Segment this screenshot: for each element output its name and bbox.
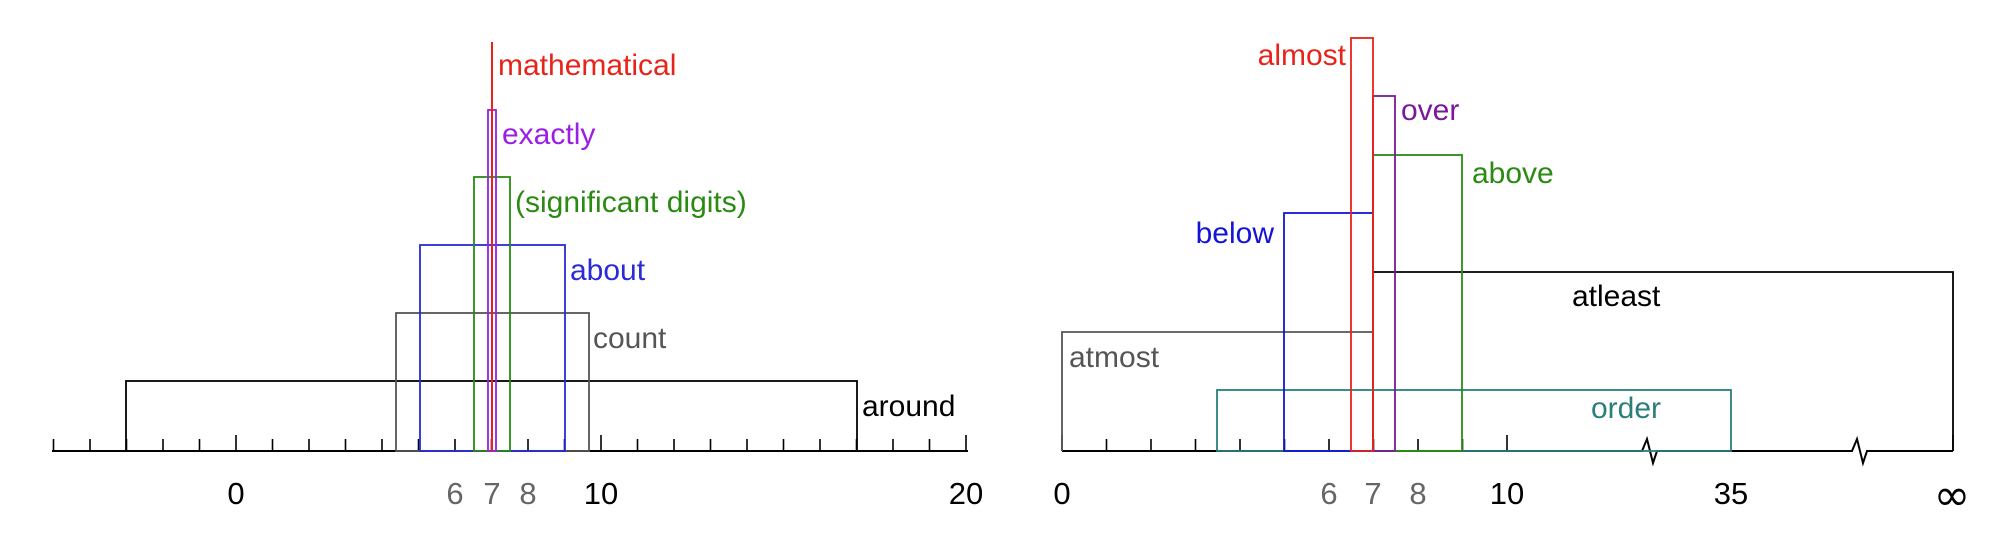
label-above: above [1472,157,1554,190]
right-tick-6: 6 [1320,476,1337,511]
label-over: over [1401,94,1459,127]
label-atleast: atleast [1572,280,1661,313]
label-almost: almost [1258,39,1347,72]
right-tick-7: 7 [1364,476,1381,511]
interval-atleast [1372,271,1954,451]
interval-almost [1350,37,1374,452]
left-tick-20: 20 [949,476,983,511]
label-significant-digits: (significant digits) [515,186,747,219]
right-tick-10: 10 [1490,476,1524,511]
label-order: order [1591,392,1661,425]
left-tick-7: 7 [483,476,500,511]
label-below: below [1196,217,1275,250]
interval-order [1216,389,1732,452]
label-atmost: atmost [1069,341,1160,374]
right-axis-line [1062,435,1953,467]
interval-over [1372,95,1396,452]
right-tick-infinity: ∞ [1934,470,1971,521]
right-tick-8: 8 [1409,476,1426,511]
label-mathematical: mathematical [498,49,676,82]
left-tick-10: 10 [584,476,618,511]
left-tick-6: 6 [446,476,463,511]
right-diagram: almost over above below atleast atmost o… [1053,37,1971,521]
interval-above [1372,154,1463,452]
right-tick-35: 35 [1714,476,1748,511]
label-about: about [570,254,646,287]
label-exactly: exactly [502,118,595,151]
right-tick-0: 0 [1053,476,1070,511]
left-tick-0: 0 [227,476,244,511]
left-tick-8: 8 [519,476,536,511]
left-diagram: mathematical exactly (significant digits… [52,42,983,511]
label-count: count [593,322,667,355]
label-around: around [862,390,955,423]
right-axis-ticks [1061,435,1954,451]
